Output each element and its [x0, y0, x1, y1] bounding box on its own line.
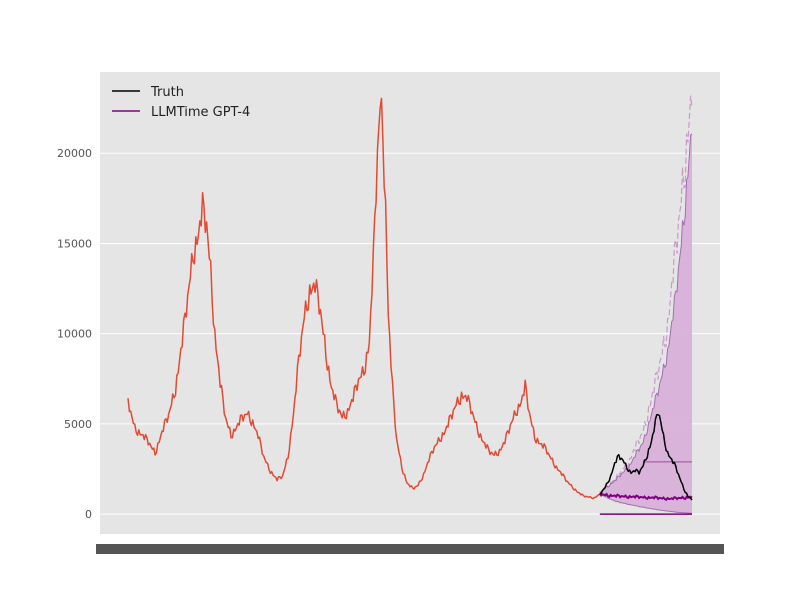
forecast-upper-edge-line — [599, 133, 693, 493]
forecast-upper-sample-line — [599, 95, 693, 494]
history-series-line — [127, 97, 600, 500]
legend-label-truth: Truth — [150, 85, 184, 100]
y-tick-label-10000: 10000 — [57, 328, 92, 341]
series-lines — [127, 97, 693, 515]
forecast-median-line — [598, 492, 693, 502]
y-axis-ticks: 0 5000 10000 15000 20000 — [57, 147, 92, 521]
x-tick-label-strip — [96, 544, 724, 554]
y-tick-label-0: 0 — [85, 508, 92, 521]
legend-label-llmtime: LLMTime GPT-4 — [151, 105, 250, 120]
y-tick-label-5000: 5000 — [64, 418, 92, 431]
forecast-interval-band — [599, 95, 693, 514]
forecast-band-area — [599, 133, 692, 514]
y-tick-label-15000: 15000 — [57, 237, 92, 250]
legend: Truth LLMTime GPT-4 — [112, 85, 250, 120]
y-tick-label-20000: 20000 — [57, 147, 92, 160]
forecast-lower-edge-line — [599, 493, 693, 514]
truth-series-line — [599, 413, 693, 501]
